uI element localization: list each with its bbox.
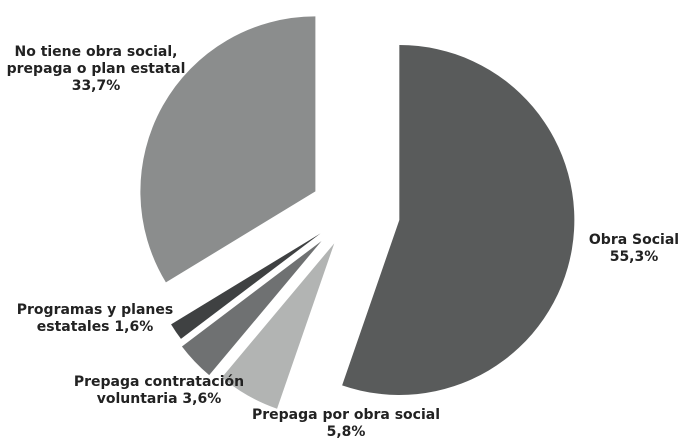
slice-prepaga-voluntaria <box>181 240 322 376</box>
slice-no-tiene <box>140 16 316 283</box>
slice-prepaga-obra-social <box>221 243 335 409</box>
label-programas-estatales: Programas y planes estatales 1,6% <box>16 302 174 335</box>
label-prepaga-voluntaria: Prepaga contratación voluntaria 3,6% <box>73 374 245 407</box>
label-prepaga-obra-social: Prepaga por obra social 5,8% <box>251 407 441 440</box>
slice-obra-social <box>342 44 575 395</box>
label-no-tiene: No tiene obra social, prepaga o plan est… <box>6 44 186 94</box>
label-obra-social: Obra Social 55,3% <box>588 232 680 265</box>
slice-programas-estatales <box>171 233 321 339</box>
